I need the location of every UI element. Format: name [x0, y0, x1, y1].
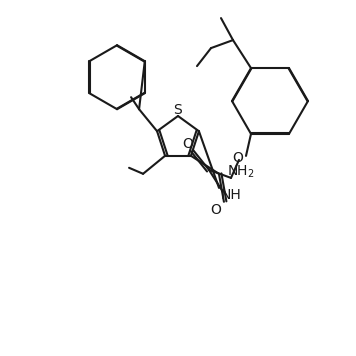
Text: NH: NH	[221, 188, 241, 202]
Text: O: O	[183, 137, 193, 151]
Text: S: S	[174, 103, 182, 117]
Text: NH$_2$: NH$_2$	[227, 164, 255, 180]
Text: O: O	[210, 203, 221, 217]
Text: O: O	[232, 151, 244, 165]
